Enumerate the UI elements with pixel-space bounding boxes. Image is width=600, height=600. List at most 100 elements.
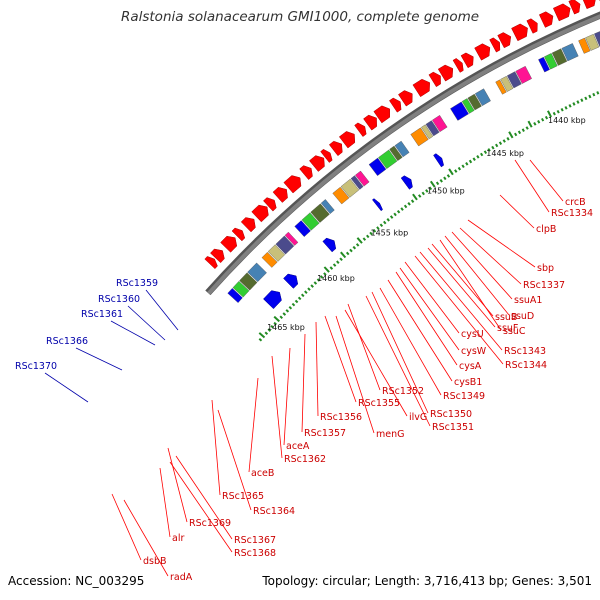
- tick-mark: [439, 179, 443, 183]
- forward-gene-label: RSc1351: [432, 422, 474, 433]
- tick-mark: [429, 180, 436, 188]
- forward-cds-block: [354, 122, 367, 137]
- tick-mark: [273, 321, 277, 326]
- forward-leader-line: [111, 493, 142, 561]
- tick-label: 1460 kbp: [317, 274, 355, 283]
- inner-feature-block: [421, 124, 434, 140]
- forward-leader-line: [427, 247, 496, 328]
- tick-mark: [316, 278, 321, 282]
- tick-mark: [417, 194, 422, 198]
- inner-feature-block: [432, 115, 448, 133]
- forward-leader-line: [387, 279, 453, 382]
- tick-mark: [323, 266, 330, 273]
- tick-mark: [483, 150, 488, 155]
- tick-mark: [527, 120, 533, 128]
- forward-cds-block: [251, 204, 269, 223]
- forward-gene-label: RSc1352: [382, 386, 424, 397]
- forward-leader-line: [379, 287, 442, 396]
- forward-cds-block: [299, 165, 313, 180]
- forward-cds-block: [452, 58, 464, 73]
- tick-mark: [376, 226, 380, 230]
- inner-feature-block: [544, 53, 558, 70]
- inner-feature-block: [275, 235, 295, 255]
- forward-leader-line: [444, 235, 510, 316]
- tick-mark: [355, 243, 360, 247]
- tick-mark: [592, 92, 596, 97]
- forward-cds-block: [582, 0, 596, 10]
- tick-marks: [258, 91, 600, 342]
- inner-feature-block: [340, 178, 360, 198]
- tick-mark: [273, 315, 280, 323]
- forward-leader-line: [419, 251, 503, 351]
- forward-gene-label: clpB: [536, 224, 556, 235]
- forward-leader-line: [315, 321, 319, 417]
- tick-label: 1465 kbp: [267, 323, 305, 332]
- forward-leader-line: [459, 227, 522, 285]
- reverse-gene-label: RSc1361: [81, 309, 123, 320]
- inner-feature-block: [239, 272, 258, 291]
- tick-mark: [448, 168, 454, 176]
- forward-cds-block: [552, 3, 571, 22]
- forward-gene-label: RSc1356: [320, 412, 362, 423]
- tick-mark: [533, 122, 537, 126]
- tick-mark: [564, 106, 568, 110]
- forward-leader-line: [365, 295, 431, 427]
- tick-mark: [495, 143, 499, 148]
- forward-cds-block: [474, 43, 491, 61]
- tick-mark: [389, 215, 394, 219]
- forward-cds-block: [210, 248, 225, 264]
- tick-mark: [498, 141, 503, 145]
- forward-gene-label: RSc1369: [189, 518, 231, 529]
- inner-feature-block: [350, 175, 364, 190]
- tick-mark: [362, 237, 367, 241]
- tick-mark: [282, 312, 287, 316]
- inner-feature-block: [247, 262, 267, 283]
- forward-gene-label: RSc1355: [358, 398, 400, 409]
- forward-cds-block: [309, 155, 325, 172]
- inner-feature-block: [467, 93, 482, 111]
- forward-leader-line: [431, 243, 494, 317]
- forward-leader-line: [439, 239, 502, 331]
- inner-feature-block: [267, 244, 286, 262]
- inner-feature-block: [284, 231, 299, 246]
- tick-mark: [356, 237, 363, 244]
- tick-mark: [457, 166, 462, 171]
- inner-feature-block: [578, 37, 591, 54]
- tick-mark: [339, 257, 343, 262]
- tick-mark: [461, 164, 465, 169]
- tick-mark: [588, 94, 592, 99]
- label-leader-lines: [44, 159, 564, 577]
- tick-mark: [270, 325, 274, 329]
- tick-mark: [349, 248, 353, 253]
- tick-mark: [446, 174, 451, 178]
- reverse-leader-line: [110, 320, 156, 346]
- forward-cds-block: [599, 0, 600, 2]
- tick-mark: [454, 169, 458, 173]
- tick-mark: [472, 157, 476, 161]
- forward-cds-block: [412, 78, 430, 98]
- tick-mark: [596, 91, 600, 95]
- reverse-leader-line: [145, 289, 179, 331]
- forward-cds-block: [231, 227, 246, 242]
- reverse-gene-label: RSc1359: [116, 278, 158, 289]
- reverse-gene-label: RSc1360: [98, 294, 140, 305]
- tick-mark: [480, 152, 484, 157]
- forward-cds-block: [497, 32, 512, 49]
- forward-leader-line: [399, 267, 460, 351]
- inner-feature-block: [332, 186, 350, 205]
- forward-cds-block: [538, 11, 554, 28]
- tick-mark: [491, 145, 495, 150]
- forward-leader-line: [248, 377, 259, 473]
- tick-mark: [396, 209, 401, 214]
- tick-mark: [547, 110, 552, 118]
- tick-mark: [407, 202, 411, 206]
- forward-cds-block: [363, 114, 377, 131]
- forward-leader-line: [335, 315, 375, 434]
- forward-leader-line: [451, 231, 513, 300]
- reverse-leader-line: [44, 372, 89, 403]
- forward-leader-line: [467, 219, 536, 268]
- forward-gene-label: crcB: [565, 197, 586, 208]
- tick-mark: [506, 137, 510, 141]
- forward-gene-label: RSc1357: [304, 428, 346, 439]
- forward-cds-block: [489, 37, 501, 53]
